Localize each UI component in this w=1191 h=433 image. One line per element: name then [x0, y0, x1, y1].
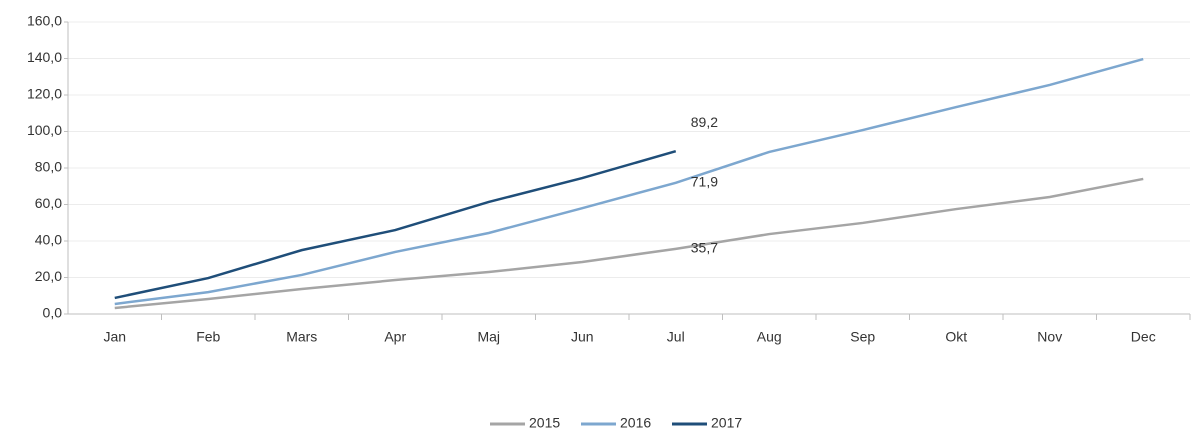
series-line [114, 177, 1144, 310]
series-line [114, 150, 677, 300]
y-tick-label: 0,0 [43, 305, 63, 321]
x-tick-label: Okt [945, 329, 967, 345]
y-tick-label: 120,0 [27, 86, 62, 102]
y-tick-label: 140,0 [27, 49, 62, 65]
x-tick-label: Jul [667, 329, 685, 345]
x-tick-label: Sep [850, 329, 875, 345]
y-tick-label: 40,0 [35, 232, 62, 248]
x-tick-label: Dec [1131, 329, 1156, 345]
x-tick-label: Nov [1037, 329, 1062, 345]
y-tick-label: 100,0 [27, 122, 62, 138]
data-label: 71,9 [691, 173, 718, 189]
series-line [114, 57, 1144, 306]
y-tick-label: 160,0 [27, 13, 62, 29]
legend-label: 2016 [620, 415, 651, 431]
data-label: 89,2 [691, 114, 718, 130]
legend-label: 2017 [711, 415, 742, 431]
x-tick-label: Jan [103, 329, 126, 345]
y-tick-label: 60,0 [35, 195, 62, 211]
x-tick-label: Maj [477, 329, 500, 345]
x-tick-label: Feb [196, 329, 220, 345]
data-label: 35,7 [691, 240, 718, 256]
x-tick-label: Mars [286, 329, 317, 345]
y-tick-label: 20,0 [35, 268, 62, 284]
x-tick-label: Apr [384, 329, 406, 345]
y-tick-label: 80,0 [35, 159, 62, 175]
x-tick-label: Aug [757, 329, 782, 345]
legend-label: 2015 [529, 415, 560, 431]
x-tick-label: Jun [571, 329, 594, 345]
